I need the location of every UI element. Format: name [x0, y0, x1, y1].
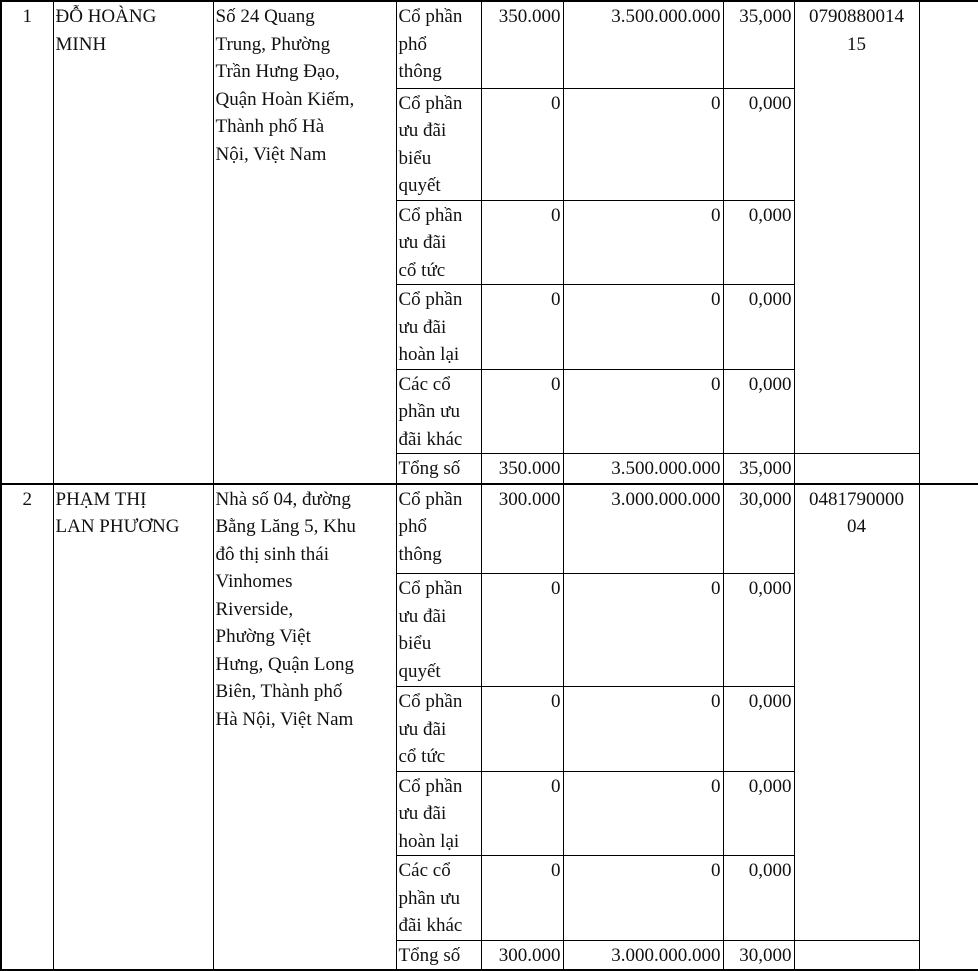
share-percent: 0,000: [722, 199, 795, 285]
share-value: 0: [562, 855, 724, 941]
share-percent: 0,000: [722, 855, 795, 941]
share-type: Cổ phần phổ thông: [395, 0, 482, 89]
share-type: Cổ phần ưu đãi cổ tức: [395, 199, 482, 285]
share-value: 3.500.000.000: [562, 453, 724, 484]
id-number: 0481790000 04: [793, 482, 920, 941]
share-percent: 0,000: [722, 770, 795, 856]
share-subrow: Các cổ phần ưu đãi khác 0 0 0,000: [1, 368, 978, 454]
share-value: 0: [562, 87, 724, 201]
share-quantity: 0: [480, 770, 564, 856]
share-value: 0: [562, 573, 724, 687]
share-percent: 0,000: [722, 368, 795, 454]
id-number: 0790880014 15: [793, 0, 920, 454]
share-type: Cổ phần phổ thông: [395, 482, 482, 574]
share-type: Các cổ phần ưu đãi khác: [395, 855, 482, 941]
share-type: Cổ phần ưu đãi biểu quyết: [395, 573, 482, 687]
share-quantity: 0: [480, 87, 564, 201]
shareholder-address: Số 24 Quang Trung, Phường Trần Hưng Đạo,…: [212, 0, 397, 484]
share-type: Cổ phần ưu đãi hoàn lại: [395, 770, 482, 856]
share-subrow: Cổ phần ưu đãi biểu quyết 0 0 0,000: [1, 573, 978, 687]
share-value: 3.000.000.000: [562, 939, 724, 971]
share-quantity: 0: [480, 686, 564, 772]
share-quantity: 0: [480, 199, 564, 285]
share-percent: 35,000: [722, 453, 795, 484]
share-value: 0: [562, 284, 724, 370]
share-type: Tổng số: [395, 453, 482, 484]
share-type: Cổ phần ưu đãi hoàn lại: [395, 284, 482, 370]
shareholder-row: 2 PHẠM THỊ LAN PHƯƠNG Nhà số 04, đường Bằn…: [0, 482, 978, 971]
share-percent: 35,000: [722, 0, 795, 89]
share-quantity: 350.000: [480, 453, 564, 484]
share-type: Các cổ phần ưu đãi khác: [395, 368, 482, 454]
extra-cell: [918, 0, 978, 484]
share-value: 0: [562, 199, 724, 285]
shareholder-row: 1 ĐỖ HOÀNG MINH Số 24 Quang Trung, Phường …: [0, 0, 978, 484]
share-quantity: 0: [480, 573, 564, 687]
shareholder-name: PHẠM THỊ LAN PHƯƠNG: [52, 482, 214, 971]
share-percent: 30,000: [722, 482, 795, 574]
share-subrow: Cổ phần ưu đãi cổ tức 0 0 0,000: [1, 686, 978, 772]
share-quantity: 300.000: [480, 482, 564, 574]
share-quantity: 0: [480, 284, 564, 370]
share-value: 3.500.000.000: [562, 0, 724, 89]
share-value: 0: [562, 368, 724, 454]
share-type: Tổng số: [395, 939, 482, 971]
share-quantity: 0: [480, 368, 564, 454]
share-percent: 0,000: [722, 87, 795, 201]
share-type: Cổ phần ưu đãi cổ tức: [395, 686, 482, 772]
share-subrow: Cổ phần ưu đãi cổ tức 0 0 0,000: [1, 199, 978, 285]
share-quantity: 0: [480, 855, 564, 941]
share-percent: 0,000: [722, 284, 795, 370]
share-quantity: 350.000: [480, 0, 564, 89]
share-value: 3.000.000.000: [562, 482, 724, 574]
shareholder-name: ĐỖ HOÀNG MINH: [52, 0, 214, 484]
share-quantity: 300.000: [480, 939, 564, 971]
row-number: 2: [0, 482, 54, 971]
share-percent: 0,000: [722, 573, 795, 687]
shareholder-address: Nhà số 04, đường Bằng Lăng 5, Khu đô thị…: [212, 482, 397, 971]
share-subrow: Cổ phần ưu đãi hoàn lại 0 0 0,000: [1, 770, 978, 856]
share-value: 0: [562, 770, 724, 856]
row-number: 1: [0, 0, 54, 484]
share-percent: 30,000: [722, 939, 795, 971]
share-value: 0: [562, 686, 724, 772]
share-percent: 0,000: [722, 686, 795, 772]
extra-cell: [918, 482, 978, 971]
share-subrow: Cổ phần ưu đãi biểu quyết 0 0 0,000: [1, 87, 978, 201]
share-type: Cổ phần ưu đãi biểu quyết: [395, 87, 482, 201]
